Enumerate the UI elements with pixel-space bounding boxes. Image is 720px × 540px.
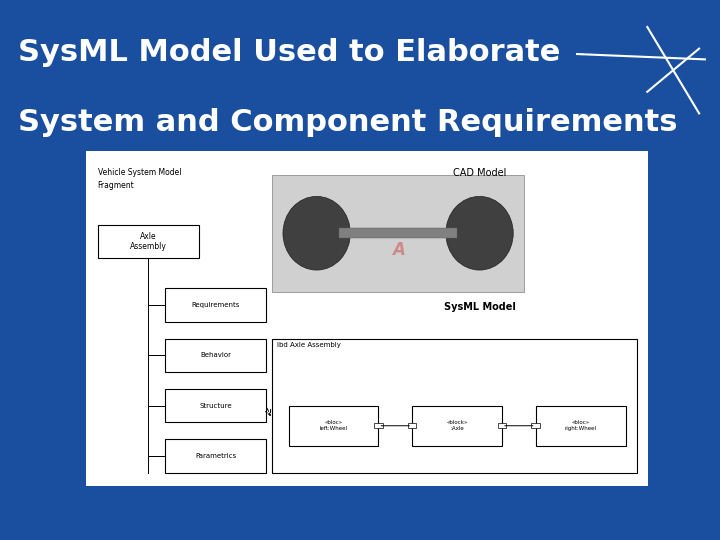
Text: Parametrics: Parametrics <box>195 453 236 459</box>
Text: SysML Model: SysML Model <box>444 302 516 312</box>
Bar <box>165 288 266 322</box>
Text: CAD Model: CAD Model <box>453 168 506 178</box>
Bar <box>289 406 379 446</box>
Text: SysML Model Used to Elaborate: SysML Model Used to Elaborate <box>18 38 560 67</box>
Bar <box>165 439 266 472</box>
Text: Fragment: Fragment <box>98 181 135 190</box>
Bar <box>498 423 506 428</box>
Bar <box>165 389 266 422</box>
Bar <box>374 423 382 428</box>
Bar <box>339 228 457 238</box>
Text: Structure: Structure <box>199 403 232 409</box>
Text: Requirements: Requirements <box>192 302 240 308</box>
Bar <box>98 225 199 258</box>
Bar <box>271 174 524 292</box>
Bar <box>531 423 540 428</box>
Bar <box>165 339 266 372</box>
Bar <box>408 423 416 428</box>
Text: Behavior: Behavior <box>200 353 231 359</box>
Text: System and Component Requirements: System and Component Requirements <box>18 108 678 137</box>
Ellipse shape <box>446 197 513 270</box>
Text: Vehicle System Model: Vehicle System Model <box>98 168 181 177</box>
Text: ibd Axle Assembly: ibd Axle Assembly <box>277 342 341 348</box>
Bar <box>412 406 502 446</box>
Bar <box>271 339 636 472</box>
Text: «block»
:Axle: «block» :Axle <box>446 420 468 431</box>
Text: «bloc»
left:Wheel: «bloc» left:Wheel <box>320 420 348 431</box>
Text: A: A <box>392 241 405 259</box>
Text: «bloc»
right:Wheel: «bloc» right:Wheel <box>564 420 597 431</box>
Ellipse shape <box>283 197 351 270</box>
Text: Axle
Assembly: Axle Assembly <box>130 232 166 251</box>
Bar <box>536 406 626 446</box>
